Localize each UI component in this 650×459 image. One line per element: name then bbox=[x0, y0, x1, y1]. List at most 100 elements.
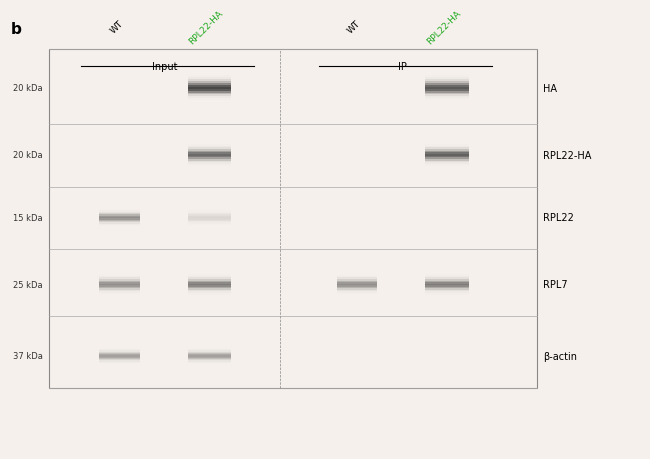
Bar bbox=[337, 285, 377, 287]
Bar bbox=[99, 217, 140, 218]
Bar bbox=[188, 298, 231, 299]
Bar bbox=[99, 285, 140, 287]
Bar bbox=[425, 72, 469, 73]
Text: β-actin: β-actin bbox=[543, 352, 577, 362]
Bar bbox=[99, 214, 140, 216]
Bar bbox=[425, 89, 469, 91]
Bar bbox=[99, 296, 140, 298]
Bar bbox=[188, 104, 231, 106]
Bar bbox=[188, 364, 231, 365]
Bar bbox=[337, 288, 377, 290]
Bar bbox=[99, 279, 140, 280]
Bar bbox=[99, 346, 140, 347]
Bar bbox=[337, 280, 377, 282]
Bar bbox=[99, 269, 140, 271]
Bar bbox=[188, 87, 231, 89]
Bar bbox=[188, 212, 231, 213]
Bar bbox=[99, 299, 140, 301]
Bar bbox=[337, 291, 377, 293]
Bar bbox=[99, 229, 140, 230]
Bar bbox=[425, 282, 469, 284]
Bar bbox=[425, 287, 469, 288]
Bar bbox=[425, 139, 469, 140]
Bar bbox=[99, 363, 140, 364]
Bar bbox=[99, 287, 140, 288]
Bar bbox=[99, 358, 140, 359]
Bar bbox=[337, 293, 377, 295]
Bar bbox=[99, 290, 140, 291]
Bar bbox=[99, 212, 140, 213]
Bar bbox=[425, 142, 469, 144]
Bar bbox=[425, 104, 469, 106]
Bar bbox=[99, 344, 140, 346]
Bar bbox=[188, 291, 231, 293]
Bar bbox=[99, 280, 140, 282]
Bar bbox=[425, 161, 469, 162]
Bar bbox=[425, 162, 469, 164]
Bar bbox=[188, 207, 231, 209]
Bar bbox=[425, 106, 469, 108]
Bar bbox=[49, 49, 537, 388]
Bar bbox=[425, 96, 469, 98]
Bar bbox=[188, 346, 231, 347]
Bar bbox=[425, 91, 469, 93]
Bar bbox=[337, 282, 377, 284]
Bar bbox=[188, 205, 231, 206]
Bar bbox=[425, 70, 469, 72]
Bar bbox=[188, 351, 231, 352]
Bar bbox=[188, 106, 231, 108]
Bar bbox=[425, 144, 469, 146]
Bar bbox=[99, 295, 140, 296]
Bar bbox=[188, 269, 231, 271]
Bar bbox=[99, 355, 140, 357]
Bar bbox=[99, 206, 140, 207]
Bar bbox=[425, 279, 469, 280]
Bar bbox=[99, 359, 140, 360]
Bar bbox=[188, 216, 231, 217]
Bar bbox=[188, 85, 231, 87]
Bar bbox=[188, 73, 231, 75]
Bar bbox=[425, 299, 469, 301]
Bar bbox=[188, 349, 231, 351]
Bar bbox=[337, 284, 377, 285]
Bar bbox=[99, 351, 140, 352]
Bar bbox=[99, 225, 140, 226]
Bar bbox=[188, 217, 231, 218]
Bar bbox=[425, 149, 469, 151]
Bar bbox=[425, 85, 469, 87]
Bar bbox=[99, 365, 140, 366]
Bar bbox=[425, 157, 469, 159]
Bar bbox=[188, 347, 231, 348]
Bar bbox=[425, 152, 469, 154]
Bar bbox=[188, 225, 231, 226]
Bar bbox=[188, 214, 231, 216]
Bar bbox=[425, 151, 469, 152]
Bar bbox=[425, 147, 469, 149]
Bar bbox=[425, 95, 469, 96]
Bar bbox=[425, 271, 469, 273]
Bar bbox=[99, 271, 140, 273]
Bar bbox=[425, 277, 469, 279]
Text: Input: Input bbox=[152, 62, 177, 72]
Text: WT: WT bbox=[109, 19, 125, 36]
Text: RPL22-HA: RPL22-HA bbox=[188, 9, 225, 46]
Bar bbox=[425, 273, 469, 274]
Bar bbox=[188, 147, 231, 149]
Bar bbox=[425, 290, 469, 291]
Bar bbox=[188, 154, 231, 156]
Bar bbox=[425, 83, 469, 85]
Bar bbox=[99, 230, 140, 232]
Bar bbox=[188, 344, 231, 346]
Bar bbox=[188, 280, 231, 282]
Bar bbox=[99, 228, 140, 229]
Bar bbox=[188, 277, 231, 279]
Bar bbox=[425, 276, 469, 277]
Bar bbox=[188, 276, 231, 277]
Bar bbox=[188, 290, 231, 291]
Bar bbox=[188, 230, 231, 232]
Bar bbox=[188, 95, 231, 96]
Bar bbox=[99, 298, 140, 299]
Bar bbox=[188, 299, 231, 301]
Bar bbox=[99, 349, 140, 351]
Bar bbox=[188, 140, 231, 142]
